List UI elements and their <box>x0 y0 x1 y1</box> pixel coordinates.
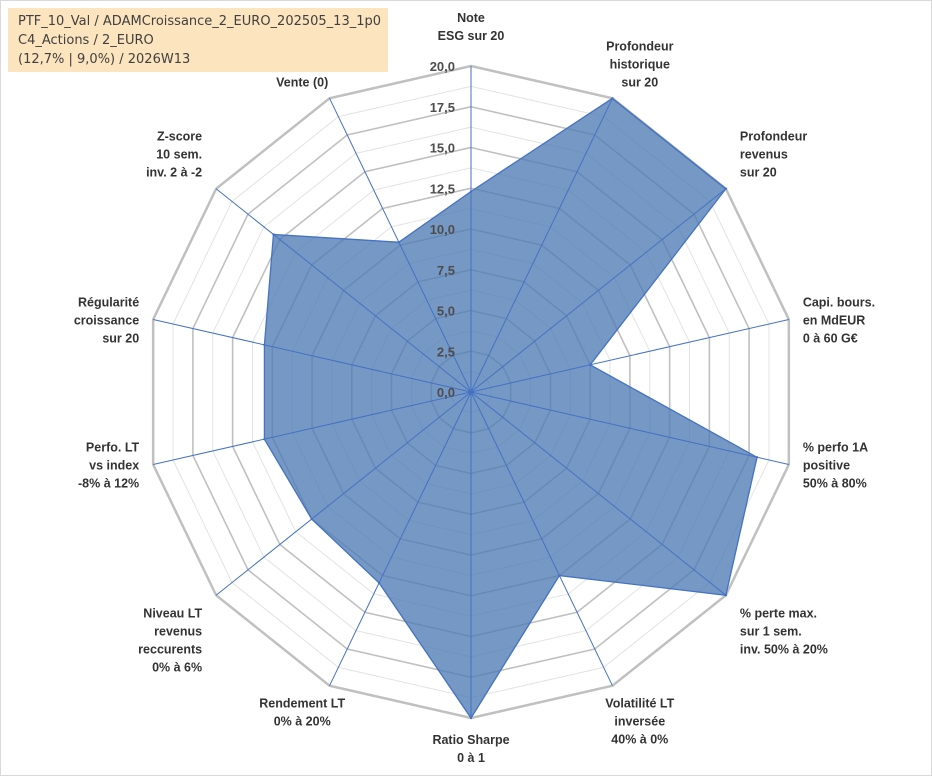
axis-label-line: positive <box>803 459 850 473</box>
axis-label-line: en MdEUR <box>803 313 866 327</box>
tick-label: 15,0 <box>430 141 455 156</box>
data-point <box>469 190 473 193</box>
axis-label-line: 0 à 60 G€ <box>803 331 858 345</box>
axis-label: Perfo. LT vs index -8% à 12% <box>78 441 140 491</box>
data-point <box>724 594 728 597</box>
axis-label-line: sur 1 sem. <box>740 624 802 638</box>
axis-label-line: sur 20 <box>621 75 658 89</box>
axis-label-line: Profondeur <box>606 39 673 53</box>
axis-label-line: vs index <box>89 459 139 473</box>
info-line-portfolio: PTF_10_Val / ADAMCroissance_2_EURO_20250… <box>18 14 382 29</box>
axis-label-line: 0% à 20% <box>274 715 331 729</box>
axis-label-line: Capi. bours. <box>803 295 875 309</box>
axis-label-line: 40% à 0% <box>611 733 668 747</box>
axis-label-line: inv. 2 à -2 <box>146 166 202 180</box>
axis-label-line: Profondeur <box>740 130 807 144</box>
axis-label: Profondeur revenus sur 20 <box>740 130 807 180</box>
tick-label: 0,0 <box>437 385 455 400</box>
axis-label-line: Perfo. LT <box>86 441 140 455</box>
axis-label: Note ESG sur 20 <box>438 11 505 43</box>
spoke-line <box>153 318 472 393</box>
axis-label-line: sur 20 <box>102 331 139 345</box>
axis-label-line: 0% à 6% <box>152 660 202 674</box>
spoke-line <box>470 318 789 393</box>
axis-label-line: Régularité <box>78 295 139 309</box>
data-point <box>588 363 592 366</box>
series-area <box>263 97 758 720</box>
spoke-line <box>470 188 727 393</box>
spoke-line <box>470 391 727 596</box>
axis-label: Profondeur historique sur 20 <box>606 39 673 89</box>
data-point <box>755 456 759 459</box>
data-point <box>611 97 614 100</box>
tick-label: 12,5 <box>430 181 455 196</box>
tick-label: 20,0 <box>430 59 455 74</box>
axis-label: Capi. bours. en MdEUR 0 à 60 G€ <box>803 295 875 345</box>
axis-label-line: historique <box>610 57 670 71</box>
axis-label: Rendement LT 0% à 20% <box>259 697 345 729</box>
spoke-line <box>329 98 472 393</box>
axis-label-line: 10 sem. <box>156 148 202 162</box>
axis-label: Z-score 10 sem. inv. 2 à -2 <box>146 130 202 180</box>
axis-label: Volatilité LT inversée 40% à 0% <box>605 697 674 747</box>
tick-label: 10,0 <box>430 222 455 237</box>
axis-label-line: Z-score <box>157 130 202 144</box>
tick-label: 17,5 <box>430 100 455 115</box>
axis-label-line: Note <box>457 11 485 25</box>
axis-label-line: 50% à 80% <box>803 477 867 491</box>
axis-label-line: inversée <box>614 715 665 729</box>
axis-label-line: Ratio Sharpe <box>432 733 509 747</box>
axis-label-line: revenus <box>154 624 202 638</box>
info-line-stats: (12,7% | 9,0%) / 2026W13 <box>18 52 191 67</box>
axis-label-line: % perfo 1A <box>803 441 868 455</box>
spoke-line <box>153 391 472 466</box>
axis-label-line: % perte max. <box>740 606 817 620</box>
axis-label-line: revenus <box>740 148 788 162</box>
data-point <box>558 574 561 577</box>
info-box: PTF_10_Val / ADAMCroissance_2_EURO_20250… <box>8 8 388 72</box>
spoke-line <box>329 391 472 686</box>
data-point <box>397 241 401 244</box>
data-point <box>310 517 313 521</box>
axis-label-line: sur 20 <box>740 166 777 180</box>
axis-label-line: inv. 50% à 20% <box>740 642 828 656</box>
axis-label-line: Niveau LT <box>143 606 202 620</box>
tick-label: 5,0 <box>437 304 455 319</box>
data-point <box>469 716 473 720</box>
axis-label-line: Vente (0) <box>276 75 328 89</box>
axis-label-line: 0 à 1 <box>457 751 485 765</box>
axis-label: Régularité croissance sur 20 <box>74 295 139 345</box>
tick-label: 7,5 <box>437 263 455 278</box>
tick-label: 2,5 <box>437 344 455 359</box>
axis-label-line: ESG sur 20 <box>438 29 505 43</box>
axis-label-line: croissance <box>74 313 139 327</box>
axis-label-line: Volatilité LT <box>605 697 674 711</box>
spoke-line <box>470 391 789 466</box>
spoke-line <box>215 391 472 596</box>
spoke-line <box>215 188 472 393</box>
axis-label-line: -8% à 12% <box>78 477 139 491</box>
spoke-line <box>470 391 613 686</box>
axis-label-line: reccurents <box>138 642 202 656</box>
data-point <box>724 187 728 190</box>
axis-label: Ratio Sharpe 0 à 1 <box>432 733 509 765</box>
data-point <box>263 343 266 347</box>
data-point <box>272 233 275 236</box>
axis-label: % perte max. sur 1 sem. inv. 50% à 20% <box>740 606 828 656</box>
data-point <box>263 437 266 441</box>
axis-label: % perfo 1A positive 50% à 80% <box>803 441 868 491</box>
spoke-line <box>470 98 613 393</box>
data-point <box>377 581 381 585</box>
info-line-category: C4_Actions / 2_EURO <box>18 33 154 48</box>
axis-label-line: Rendement LT <box>259 697 345 711</box>
axis-label: Niveau LT revenus reccurents 0% à 6% <box>138 606 202 674</box>
